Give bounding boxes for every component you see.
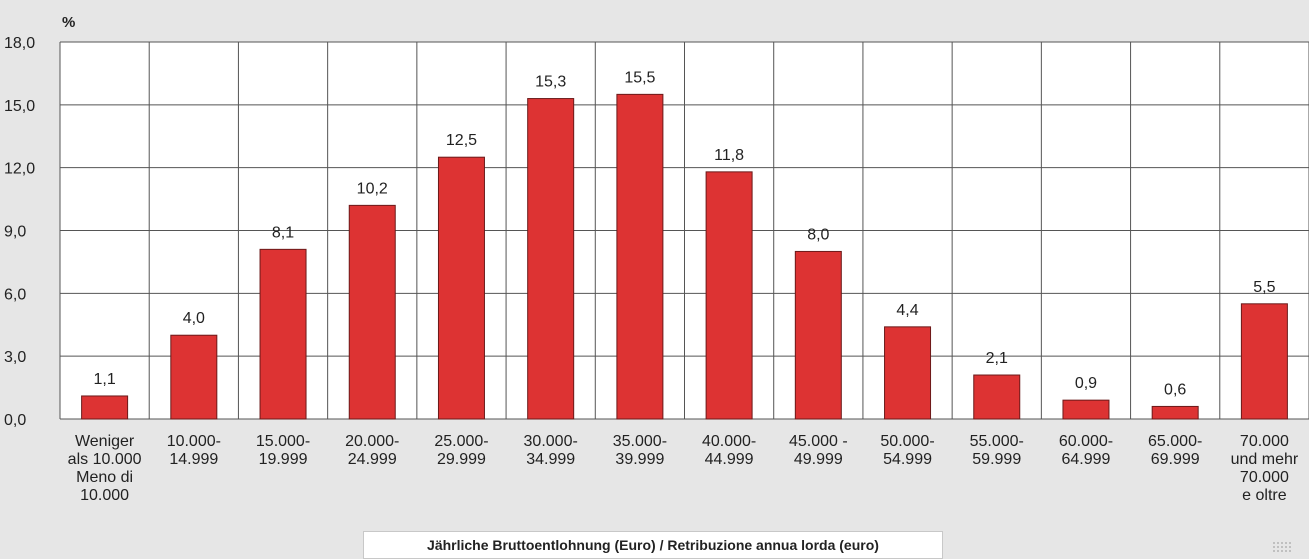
x-tick-label: 40.000-44.999 (702, 433, 756, 468)
y-tick-label: 3,0 (4, 349, 26, 366)
x-tick-label: 35.000-39.999 (613, 433, 667, 468)
y-tick-label: 12,0 (4, 161, 35, 178)
data-label: 15,3 (535, 74, 566, 91)
bar (1240, 303, 1288, 420)
bar (259, 248, 307, 420)
data-label: 12,5 (446, 132, 477, 149)
bar (527, 98, 575, 420)
x-tick-label: 45.000 -49.999 (789, 433, 848, 468)
data-label: 10,2 (357, 180, 388, 197)
x-tick-label: 70.000 und mehr 70.000 e oltre (1231, 433, 1299, 504)
data-label: 2,1 (986, 350, 1008, 367)
bar (705, 171, 753, 420)
bar (794, 250, 842, 420)
x-tick-label: 20.000-24.999 (345, 433, 399, 468)
data-label: 11,8 (714, 147, 744, 164)
bar (973, 374, 1021, 420)
x-tick-label: Weniger als 10.000 Meno di 10.000 (68, 433, 142, 504)
bar (437, 156, 485, 420)
x-tick-label: 50.000-54.999 (880, 433, 934, 468)
y-tick-label: 6,0 (4, 286, 26, 303)
y-tick-label: 18,0 (4, 35, 35, 52)
y-tick-label: 15,0 (4, 98, 35, 115)
bar (616, 93, 664, 420)
data-label: 0,9 (1075, 375, 1097, 392)
bar (1151, 405, 1199, 420)
x-tick-label: 10.000-14.999 (167, 433, 221, 468)
bar (348, 204, 396, 420)
data-label: 4,4 (896, 302, 918, 319)
y-tick-label: 9,0 (4, 224, 26, 241)
data-label: 1,1 (93, 371, 115, 388)
x-tick-label: 60.000-64.999 (1059, 433, 1113, 468)
resize-grip-icon (1273, 542, 1291, 552)
x-tick-label: 15.000-19.999 (256, 433, 310, 468)
bar (1062, 399, 1110, 420)
data-label: 8,1 (272, 224, 294, 241)
y-tick-label: 0,0 (4, 412, 26, 429)
x-tick-label: 25.000-29.999 (434, 433, 488, 468)
data-label: 15,5 (624, 69, 655, 86)
data-label: 0,6 (1164, 381, 1186, 398)
x-tick-label: 65.000-69.999 (1148, 433, 1202, 468)
x-axis-label: Jährliche Bruttoentlohnung (Euro) / Retr… (363, 531, 943, 559)
bar (170, 334, 218, 420)
bar-chart: 1,1 4,0 8,1 10,2 12,5 15,3 15,5 11,8 8,0 4,4 2,1 0,… (4, 14, 1309, 504)
bar (884, 326, 932, 420)
data-label: 5,5 (1253, 279, 1275, 296)
x-tick-label: 55.000-59.999 (970, 433, 1024, 468)
data-label: 8,0 (807, 226, 829, 243)
data-label: 4,0 (183, 310, 205, 327)
x-tick-label: 30.000-34.999 (524, 433, 578, 468)
bar (81, 395, 129, 420)
y-axis-label: % (62, 14, 75, 31)
